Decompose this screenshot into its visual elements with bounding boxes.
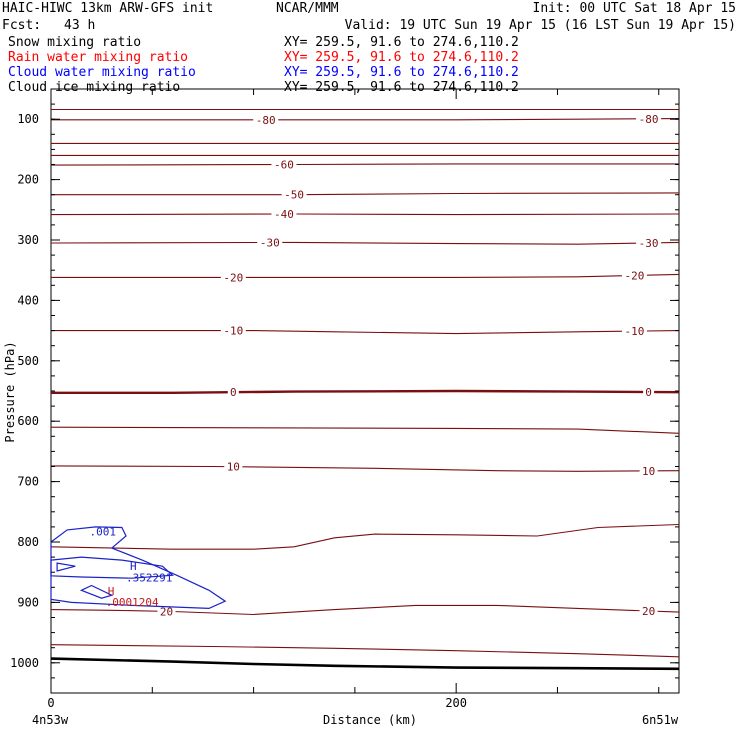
isotherm-label-bg — [639, 464, 658, 477]
y-tick-label: 1000 — [10, 656, 39, 670]
isotherm-line — [50, 241, 680, 245]
isotherm-label: -50 — [284, 189, 304, 202]
isotherm-label-bg — [621, 325, 647, 338]
y-tick-label: 600 — [17, 414, 39, 428]
isotherm-line — [50, 163, 679, 166]
cloud-water-contour — [50, 556, 174, 579]
field-xy: XY= 259.5, 91.6 to 274.6,110.2 — [284, 35, 519, 50]
field-name: Cloud water mixing ratio — [8, 65, 196, 80]
isotherm-label-bg — [220, 324, 246, 337]
isotherm-label: -30 — [639, 237, 659, 250]
field-xy: XY= 259.5, 91.6 to 274.6,110.2 — [284, 80, 519, 95]
isotherm-label-bg — [257, 236, 283, 249]
y-tick-label: 800 — [17, 535, 39, 549]
y-tick-label: 900 — [17, 595, 39, 609]
isotherm-label-bg — [281, 188, 307, 201]
isotherm-line — [50, 213, 680, 216]
isotherm-label-bg — [224, 460, 243, 473]
rain-max-value: .0001204 — [106, 596, 159, 609]
isotherm-label-bg — [157, 605, 176, 618]
isotherm-label: -80 — [256, 114, 276, 127]
isotherm-label-bg — [636, 112, 662, 125]
x-tick-label: 0 — [47, 696, 54, 710]
cloud-max-value: .352291 — [126, 571, 172, 584]
x-axis-label: Distance (km) — [323, 713, 417, 727]
isotherm-label: 10 — [227, 461, 240, 474]
y-tick-label: 300 — [17, 233, 39, 247]
field-legend: Snow mixing ratio XY= 259.5, 91.6 to 274.… — [8, 35, 519, 95]
isotherm-line — [50, 644, 680, 658]
field-name: Cloud ice mixing ratio — [8, 80, 180, 95]
model-title: HAIC-HIWC 13km ARW-GFS init — [2, 1, 213, 16]
isotherm-line — [51, 389, 680, 394]
isotherm-line — [50, 604, 680, 616]
isotherm-label-bg — [227, 386, 239, 399]
isotherm-line — [51, 330, 680, 335]
isotherm-label: 0 — [645, 386, 652, 399]
isotherm-label-bg — [271, 208, 297, 221]
left-endpoint-label: 4n53w — [32, 713, 69, 727]
y-tick-label: 400 — [17, 293, 39, 307]
init-time: Init: 00 UTC Sat 18 Apr 15 — [533, 1, 737, 16]
isotherm-line — [50, 523, 680, 550]
isotherm-lines: 0 0 -10 -10 -20 -20 -30 -30 -40 -50 -60 -80 -80 10 10 2… — [50, 108, 680, 658]
isotherm-label: -10 — [223, 325, 243, 338]
y-tick-label: 700 — [17, 475, 39, 489]
isotherm-label: -20 — [223, 271, 243, 284]
isotherm-label: -30 — [260, 236, 280, 249]
terrain-line — [50, 657, 680, 671]
isotherm-label: -40 — [274, 208, 294, 221]
fcst-value: 43 h — [64, 18, 95, 33]
isotherm-line — [50, 465, 680, 472]
cloud-water-contour — [50, 526, 227, 610]
terrain-surface — [50, 657, 680, 671]
isotherm-label-bg — [636, 236, 662, 249]
isotherm-label-bg — [621, 269, 647, 282]
valid-time: Valid: 19 UTC Sun 19 Apr 15 (16 LST Sun … — [345, 18, 736, 33]
y-tick-label: 100 — [17, 112, 39, 126]
isotherm-line — [50, 426, 680, 434]
cloud-contour-label: .001 — [89, 525, 116, 538]
field-name: Snow mixing ratio — [8, 35, 141, 50]
cloud-water-contour — [79, 584, 114, 599]
isotherm-label: -60 — [274, 159, 294, 172]
isotherm-label: 10 — [642, 465, 655, 478]
isotherm-label-bg — [271, 158, 297, 171]
field-xy: XY= 259.5, 91.6 to 274.6,110.2 — [284, 50, 519, 65]
isotherm-label: 0 — [230, 386, 237, 399]
y-axis-label: Pressure (hPa) — [3, 341, 17, 442]
field-name: Rain water mixing ratio — [8, 50, 188, 65]
right-endpoint-label: 6n51w — [642, 713, 679, 727]
isotherm-label: -80 — [639, 113, 659, 126]
isotherm-label-bg — [253, 113, 279, 126]
isotherm-label-bg — [220, 271, 246, 284]
field-xy: XY= 259.5, 91.6 to 274.6,110.2 — [284, 65, 519, 80]
isotherm-line — [51, 192, 680, 196]
header: HAIC-HIWC 13km ARW-GFS init NCAR/MMM Ini… — [2, 1, 736, 95]
isotherm-label: 20 — [642, 605, 655, 618]
org-label: NCAR/MMM — [276, 1, 339, 16]
y-tick-label: 500 — [17, 354, 39, 368]
isotherm-label: 20 — [160, 605, 173, 618]
plot-area: 0 0 -10 -10 -20 -20 -30 -30 -40 -50 -60 -80 -80 10 10 2… — [10, 88, 680, 710]
cloud-water-contour — [56, 562, 76, 572]
x-tick-label: 200 — [445, 696, 467, 710]
rain-water-labels: H.0001204 — [106, 585, 159, 609]
fcst-label: Fcst: — [2, 18, 41, 33]
isotherm-label: -10 — [624, 325, 644, 338]
isotherm-line — [51, 118, 680, 121]
isotherm-label: -20 — [624, 269, 644, 282]
isotherm-label-bg — [643, 386, 655, 399]
cloud-max-marker: H — [130, 560, 137, 573]
y-tick-label: 200 — [17, 173, 39, 187]
isotherm-line — [51, 273, 680, 278]
isotherm-label-bg — [639, 604, 658, 617]
rain-max-marker: H — [108, 585, 115, 598]
